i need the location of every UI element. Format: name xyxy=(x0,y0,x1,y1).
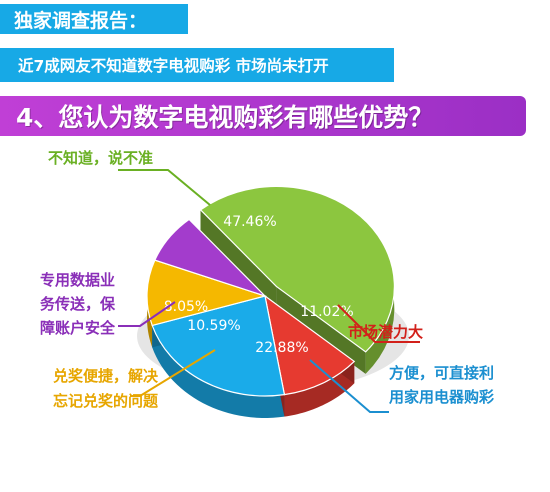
category-label-2: 方便，可直接利 xyxy=(389,364,494,382)
leader-line-2 xyxy=(309,359,389,413)
category-label-4: 障账户安全 xyxy=(40,319,116,337)
report-title: 独家调查报告： xyxy=(14,9,148,32)
leader-line-4 xyxy=(118,301,176,327)
category-label-3: 忘记兑奖的问题 xyxy=(53,392,159,410)
value-label-2: 22.88% xyxy=(255,340,308,356)
question-text: 4、您认为数字电视购彩有哪些优势？ xyxy=(16,103,434,132)
slice-side xyxy=(284,361,355,417)
category-label-4: 务传送，保 xyxy=(40,295,116,313)
category-label-3: 兑奖便捷，解决 xyxy=(53,367,159,385)
question-banner: 4、您认为数字电视购彩有哪些优势？ xyxy=(0,96,526,136)
slice-2 xyxy=(151,295,286,397)
leader-line-1 xyxy=(337,304,420,343)
leader-line-0 xyxy=(118,169,211,206)
value-label-0: 47.46% xyxy=(223,214,276,230)
pie-tops xyxy=(146,185,395,397)
slice-4 xyxy=(154,218,266,297)
headline-banner: 近7成网友不知道数字电视购彩 市场尚未打开 xyxy=(0,48,394,82)
slice-wall xyxy=(276,286,366,374)
slice-3 xyxy=(146,259,268,327)
slice-wall xyxy=(200,209,277,309)
category-label-1: 市场潜力大 xyxy=(348,323,423,341)
headline-text: 近7成网友不知道数字电视购彩 市场尚未打开 xyxy=(18,57,329,75)
slice-1 xyxy=(264,294,356,396)
category-label-0: 不知道，说不准 xyxy=(48,149,153,167)
value-label-3: 10.59% xyxy=(187,318,240,334)
category-label-2: 用家用电器购彩 xyxy=(389,388,494,406)
report-title-banner: 独家调查报告： xyxy=(0,4,188,34)
leader-line-3 xyxy=(130,349,216,397)
value-label-4: 8.05% xyxy=(164,299,208,315)
slice-0 xyxy=(199,185,395,353)
category-label-4: 专用数据业 xyxy=(40,271,115,289)
